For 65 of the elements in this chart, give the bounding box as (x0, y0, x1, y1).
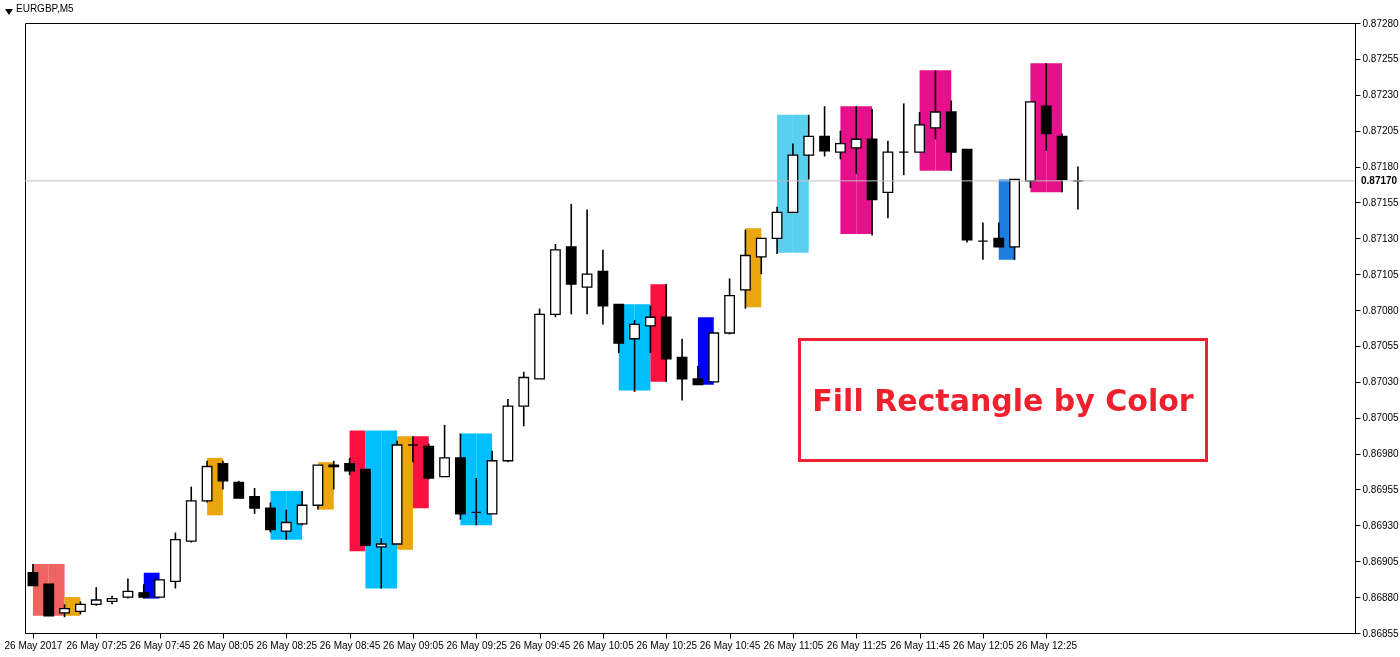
y-tick-label: 0.86880 (1362, 591, 1400, 603)
y-tick-label: 0.87130 (1362, 232, 1400, 244)
x-tick-label: 26 May 08:45 (319, 639, 381, 651)
x-tick-label: 26 May 07:45 (129, 639, 191, 651)
candlestick (645, 304, 656, 354)
candlestick (375, 537, 387, 590)
candlestick (407, 435, 419, 463)
y-tick-label: 0.86905 (1362, 555, 1400, 567)
x-tick-label: 26 May 10:45 (699, 639, 761, 651)
y-tick-label: 0.87255 (1362, 53, 1400, 65)
x-tick-label: 26 May 10:25 (636, 639, 698, 651)
candlestick (90, 586, 102, 607)
x-tick-label: 26 May 09:45 (509, 639, 571, 651)
x-tick-label: 26 May 08:25 (256, 639, 318, 651)
y-tick-label: 0.87280 (1362, 17, 1400, 29)
y-tick-label: 0.86980 (1362, 448, 1400, 460)
y-tick-label: 0.86955 (1362, 483, 1400, 495)
text-frame: Fill Rectangle by Color (798, 338, 1208, 462)
x-tick-label: 26 May 11:25 (826, 639, 888, 651)
x-tick-label: 26 May 07:25 (66, 639, 128, 651)
x-tick-label: 26 May 10:05 (573, 639, 635, 651)
y-tick-label: 0.87030 (1362, 376, 1400, 388)
candlestick (265, 501, 276, 534)
y-tick-label: 0.87005 (1362, 412, 1400, 424)
y-tick-label: 0.87080 (1362, 304, 1400, 316)
y-tick-label: 0.87230 (1362, 89, 1400, 101)
candlestick (27, 563, 39, 587)
candlestick (755, 237, 767, 275)
candlestick (280, 508, 292, 541)
candlestick (439, 424, 450, 478)
candlestick (122, 577, 134, 600)
candlestick (835, 129, 846, 161)
candlestick (581, 208, 593, 316)
candlestick (993, 221, 1005, 248)
candlestick (328, 459, 340, 491)
candlestick (819, 105, 830, 158)
candlestick (977, 221, 989, 261)
candlestick (249, 487, 260, 515)
candlestick (898, 102, 910, 176)
x-tick-label: 26 May 09:05 (383, 639, 445, 651)
x-tick-label: 26 May 2017 (4, 639, 63, 651)
x-tick-label: 26 May 08:05 (193, 639, 255, 651)
candlestick (217, 459, 229, 491)
y-tick-label: 0.87205 (1362, 125, 1400, 137)
x-tick-label: 26 May 11:45 (890, 639, 951, 651)
x-tick-label: 26 May 12:25 (1016, 639, 1078, 651)
chart-title: EURGBP,M5 (16, 3, 75, 14)
y-tick-label: 0.87105 (1362, 268, 1400, 280)
candlestick (692, 365, 704, 386)
candlestick (930, 69, 941, 141)
candlestick (470, 477, 482, 527)
y-tick-label: 0.87180 (1362, 161, 1400, 173)
y-tick-label: 0.86930 (1362, 519, 1400, 531)
candlestick (803, 114, 815, 181)
x-tick-label: 26 May 12:05 (953, 639, 1015, 651)
ref-line-label: 0.87170 (1361, 174, 1398, 186)
y-tick-label: 0.87055 (1362, 340, 1400, 352)
candlestick (629, 319, 640, 393)
candlestick (676, 337, 688, 402)
candlestick (296, 490, 308, 527)
candlestick (850, 105, 862, 175)
y-tick-label: 0.86855 (1362, 627, 1400, 639)
x-tick-label: 26 May 11:05 (763, 639, 824, 651)
y-tick-label: 0.87155 (1362, 196, 1400, 208)
x-tick-label: 26 May 09:25 (446, 639, 508, 651)
